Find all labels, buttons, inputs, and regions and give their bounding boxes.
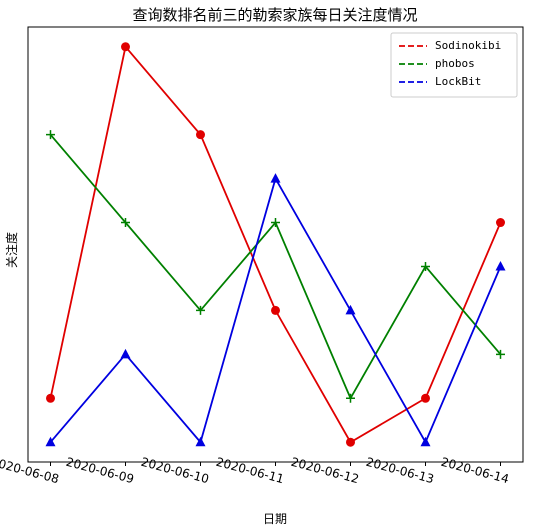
- point: [346, 393, 355, 403]
- legend-label: Sodinokibi: [435, 39, 501, 52]
- point: [120, 348, 131, 359]
- point: [496, 218, 505, 228]
- point: [195, 436, 206, 447]
- point: [271, 305, 280, 315]
- chart-title: 查询数排名前三的勒索家族每日关注度情况: [132, 6, 417, 24]
- point: [46, 393, 55, 403]
- point: [421, 261, 430, 271]
- legend-label: LockBit: [435, 75, 481, 88]
- point: [121, 218, 130, 228]
- y-axis-label: 关注度: [4, 232, 19, 268]
- point: [346, 437, 355, 447]
- point: [196, 305, 205, 315]
- point: [496, 349, 505, 359]
- point: [196, 130, 205, 140]
- point: [121, 42, 130, 52]
- x-axis-label: 日期: [263, 512, 287, 526]
- point: [271, 218, 280, 228]
- point: [46, 130, 55, 140]
- point: [421, 393, 430, 403]
- legend-box: [390, 32, 518, 98]
- legend-label: phobos: [435, 57, 475, 70]
- point: [345, 304, 356, 315]
- point: [45, 436, 56, 447]
- point: [495, 260, 506, 271]
- point: [420, 436, 431, 447]
- point: [270, 173, 281, 183]
